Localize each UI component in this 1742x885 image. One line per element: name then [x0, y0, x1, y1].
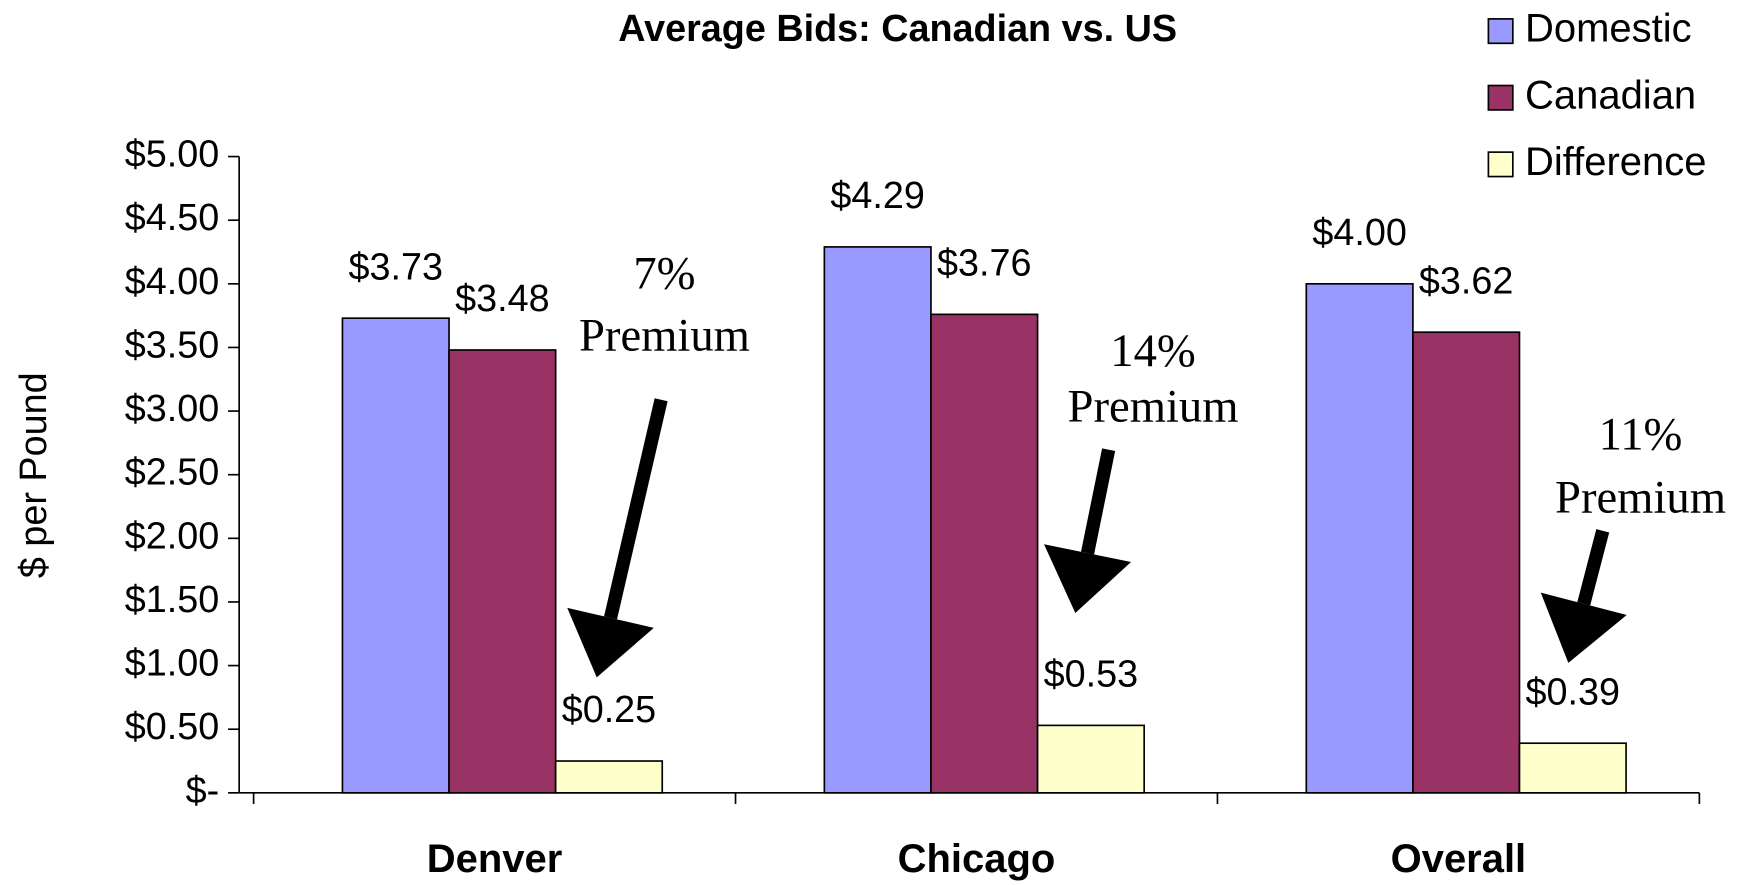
y-axis-label: $ per Pound	[12, 372, 54, 578]
arrow-shaft	[1577, 529, 1610, 606]
bar	[554, 760, 664, 794]
legend-swatch	[1487, 18, 1514, 45]
legend-label: Difference	[1525, 140, 1706, 184]
arrow-shaft	[604, 398, 668, 620]
annotation: 7%	[633, 247, 695, 299]
bar	[1412, 331, 1521, 794]
y-tick-label: $3.50	[125, 323, 219, 365]
data-label: $3.76	[937, 241, 1031, 283]
bar	[823, 246, 932, 794]
y-tick-label: $1.50	[125, 578, 219, 620]
annotation: 11%	[1599, 408, 1683, 460]
bar	[1518, 742, 1627, 794]
x-tick-label: Denver	[427, 837, 563, 881]
data-label: $0.25	[562, 688, 656, 730]
data-label: $0.39	[1526, 670, 1620, 712]
arrow-shaft	[1081, 448, 1116, 555]
bar	[1036, 724, 1145, 794]
bar	[448, 349, 557, 794]
annotation: Premium	[1068, 381, 1239, 433]
y-tick-label: $1.00	[125, 642, 219, 684]
data-label: $4.29	[830, 174, 924, 216]
annotation: Premium	[1555, 472, 1726, 524]
y-tick-label: $4.00	[125, 260, 219, 302]
annotation: Premium	[579, 309, 750, 361]
legend-swatch	[1487, 151, 1514, 178]
y-tick-label: $3.00	[125, 387, 219, 429]
y-tick-label: $-	[186, 769, 220, 811]
y-tick-label: $0.50	[125, 705, 219, 747]
data-label: $4.00	[1312, 211, 1406, 253]
legend-label: Canadian	[1525, 73, 1696, 117]
bar	[930, 313, 1039, 794]
y-tick-label: $2.50	[125, 451, 219, 493]
legend-label: Domestic	[1525, 7, 1692, 51]
data-label: $0.53	[1044, 653, 1138, 695]
data-label: $3.73	[349, 245, 443, 287]
y-tick-label: $2.00	[125, 514, 219, 556]
data-label: $3.62	[1419, 259, 1513, 301]
y-tick-label: $4.50	[125, 196, 219, 238]
y-tick-label: $5.00	[125, 133, 219, 175]
annotation: 14%	[1110, 325, 1195, 377]
arrow-head	[567, 607, 654, 678]
legend-swatch	[1487, 84, 1514, 111]
bar	[341, 317, 450, 794]
x-tick-label: Chicago	[898, 837, 1056, 881]
bar	[1305, 282, 1414, 794]
arrow-head	[1044, 544, 1132, 613]
chart-title: Average Bids: Canadian vs. US	[618, 7, 1177, 49]
arrow-head	[1540, 592, 1627, 663]
x-tick-label: Overall	[1391, 837, 1527, 881]
data-label: $3.48	[455, 277, 549, 319]
